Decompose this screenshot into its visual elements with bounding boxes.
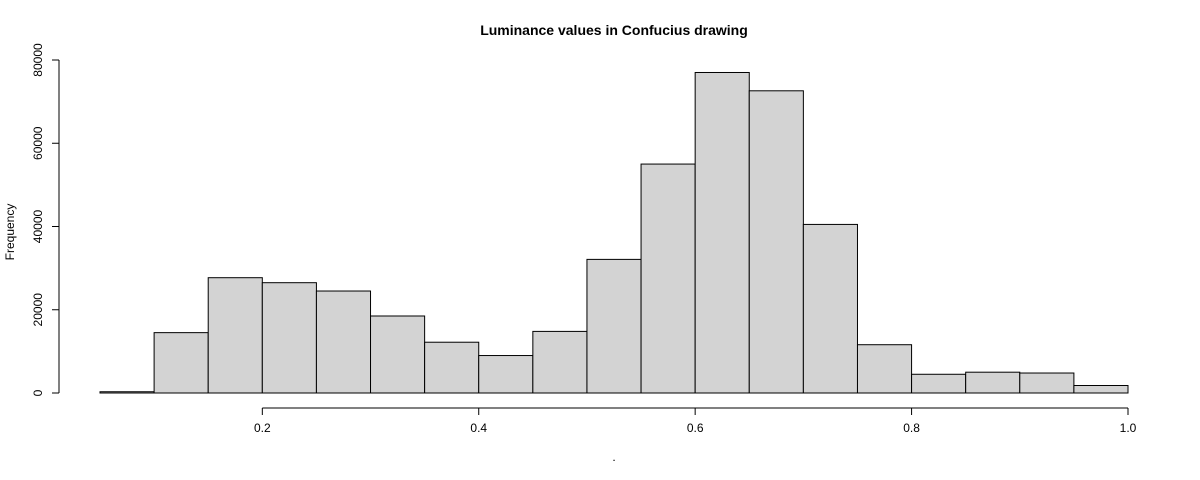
x-tick-label-1: 0.4 [470, 421, 487, 435]
x-tick-label-4: 1.0 [1120, 421, 1137, 435]
histogram-bar-5 [370, 315, 426, 394]
histogram-bar-2 [207, 277, 263, 394]
bars-layer [99, 71, 1129, 394]
histogram-bar-7 [478, 355, 534, 394]
histogram-bar-10 [640, 163, 696, 394]
y-axis: 0 20000 40000 60000 80000 [31, 43, 60, 396]
y-tick-label-3: 60000 [31, 126, 45, 160]
histogram-bar-12 [748, 90, 804, 394]
x-axis: 0.2 0.4 0.6 0.8 1.0 [254, 407, 1137, 435]
histogram-bar-3 [261, 282, 317, 394]
y-tick-label-0: 0 [31, 389, 45, 396]
histogram-bar-18 [1073, 385, 1129, 394]
x-axis-label: . [612, 450, 615, 464]
histogram-bar-6 [424, 341, 480, 394]
x-tick-label-3: 0.8 [903, 421, 920, 435]
y-tick-label-4: 80000 [31, 43, 45, 77]
histogram-bar-15 [911, 373, 967, 394]
chart-title: Luminance values in Confucius drawing [480, 22, 748, 38]
x-tick-label-2: 0.6 [687, 421, 704, 435]
histogram-bar-4 [315, 290, 372, 394]
histogram-bar-11 [694, 71, 750, 394]
histogram-bar-13 [802, 223, 858, 394]
histogram-bar-8 [532, 330, 588, 394]
histogram-bar-17 [1019, 372, 1075, 394]
histogram-bar-16 [965, 371, 1021, 394]
y-tick-label-2: 40000 [31, 209, 45, 243]
y-axis-label: Frequency [3, 204, 17, 261]
histogram-bar-1 [153, 332, 209, 394]
y-tick-label-1: 20000 [31, 293, 45, 327]
histogram-bar-0 [99, 391, 155, 394]
histogram-bar-14 [856, 344, 913, 394]
x-tick-label-0: 0.2 [254, 421, 271, 435]
histogram-bar-9 [586, 258, 642, 394]
